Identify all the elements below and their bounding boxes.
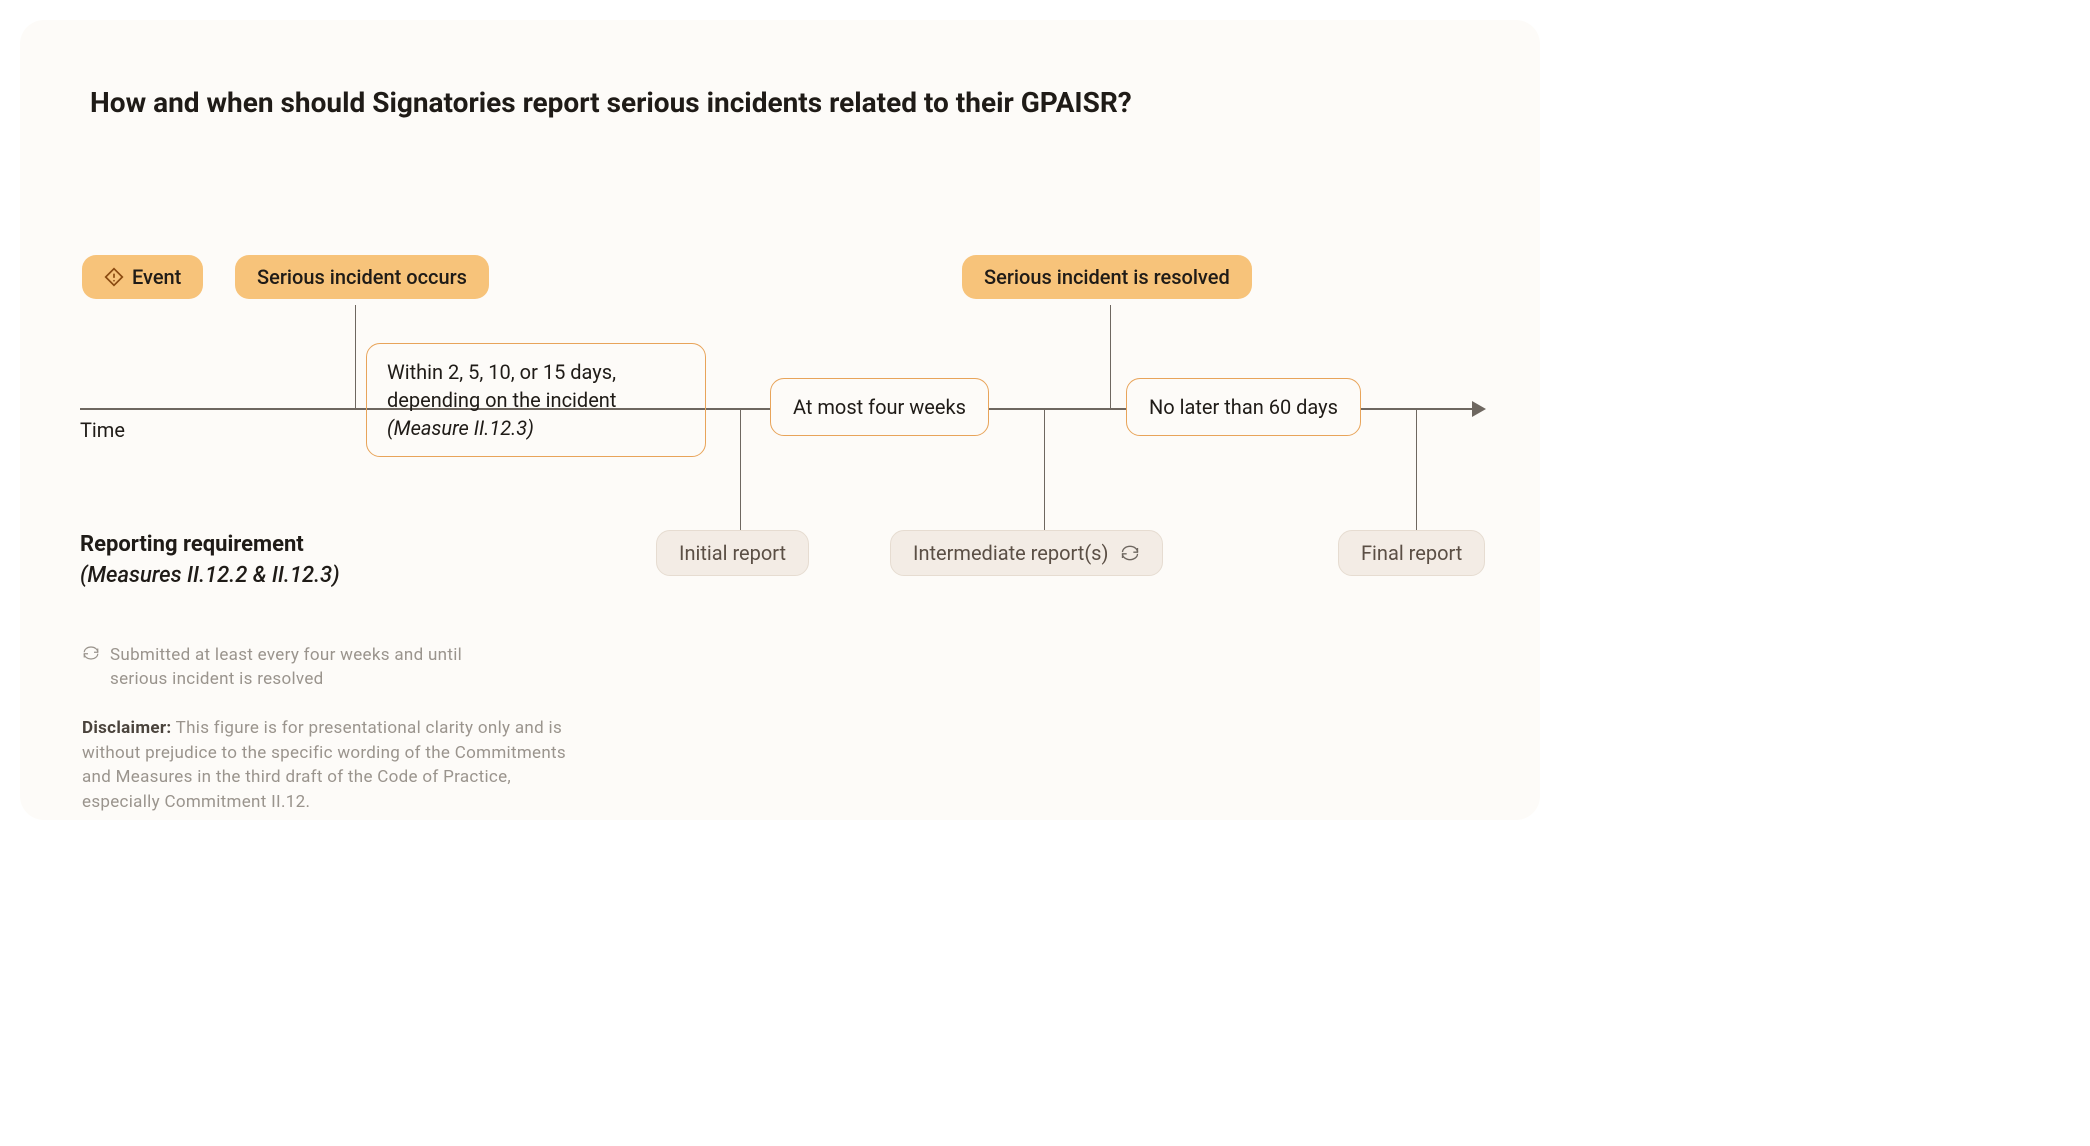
loop-icon <box>82 644 100 692</box>
gate-initial-line1: Within 2, 5, 10, or 15 days, <box>387 358 616 386</box>
gate-initial-measure: (Measure II.12.3) <box>387 414 616 442</box>
report-intermediate-label: Intermediate report(s) <box>913 541 1108 565</box>
time-axis-arrowhead <box>1472 401 1486 417</box>
reporting-requirement-line2: (Measures II.12.2 & II.12.3) <box>80 561 340 592</box>
report-final: Final report <box>1338 530 1485 576</box>
gate-intermediate: At most four weeks <box>770 378 989 436</box>
report-intermediate: Intermediate report(s) <box>890 530 1163 576</box>
report-initial-label: Initial report <box>679 541 786 565</box>
event-badge: Event <box>82 255 203 299</box>
event-incident-occurs-label: Serious incident occurs <box>257 265 467 289</box>
reporting-requirement-line1: Reporting requirement <box>80 530 340 561</box>
event-badge-label: Event <box>132 265 181 289</box>
loop-icon <box>1120 543 1140 563</box>
footnote-text: Submitted at least every four weeks and … <box>110 644 522 692</box>
gate-initial-line2: depending on the incident <box>387 386 616 414</box>
gate-initial: Within 2, 5, 10, or 15 days, depending o… <box>366 343 706 457</box>
alert-diamond-icon <box>104 267 124 287</box>
connector-final-report <box>1416 408 1417 530</box>
event-incident-occurs: Serious incident occurs <box>235 255 489 299</box>
event-incident-resolved-label: Serious incident is resolved <box>984 265 1230 289</box>
footnote: Submitted at least every four weeks and … <box>82 644 522 692</box>
connector-incident-resolved <box>1110 305 1111 408</box>
disclaimer-label: Disclaimer: <box>82 718 171 738</box>
disclaimer: Disclaimer: This figure is for presentat… <box>82 716 572 815</box>
connector-incident-occurs <box>355 305 356 408</box>
gate-final-label: No later than 60 days <box>1149 393 1338 421</box>
connector-intermediate-report <box>1044 408 1045 530</box>
diagram-canvas: How and when should Signatories report s… <box>20 20 1540 820</box>
connector-initial-report <box>740 408 741 530</box>
event-incident-resolved: Serious incident is resolved <box>962 255 1252 299</box>
gate-final: No later than 60 days <box>1126 378 1361 436</box>
time-axis-label: Time <box>80 418 125 442</box>
diagram-title: How and when should Signatories report s… <box>90 86 1132 119</box>
report-final-label: Final report <box>1361 541 1462 565</box>
reporting-requirement-label: Reporting requirement (Measures II.12.2 … <box>80 530 340 592</box>
gate-intermediate-label: At most four weeks <box>793 393 966 421</box>
report-initial: Initial report <box>656 530 809 576</box>
